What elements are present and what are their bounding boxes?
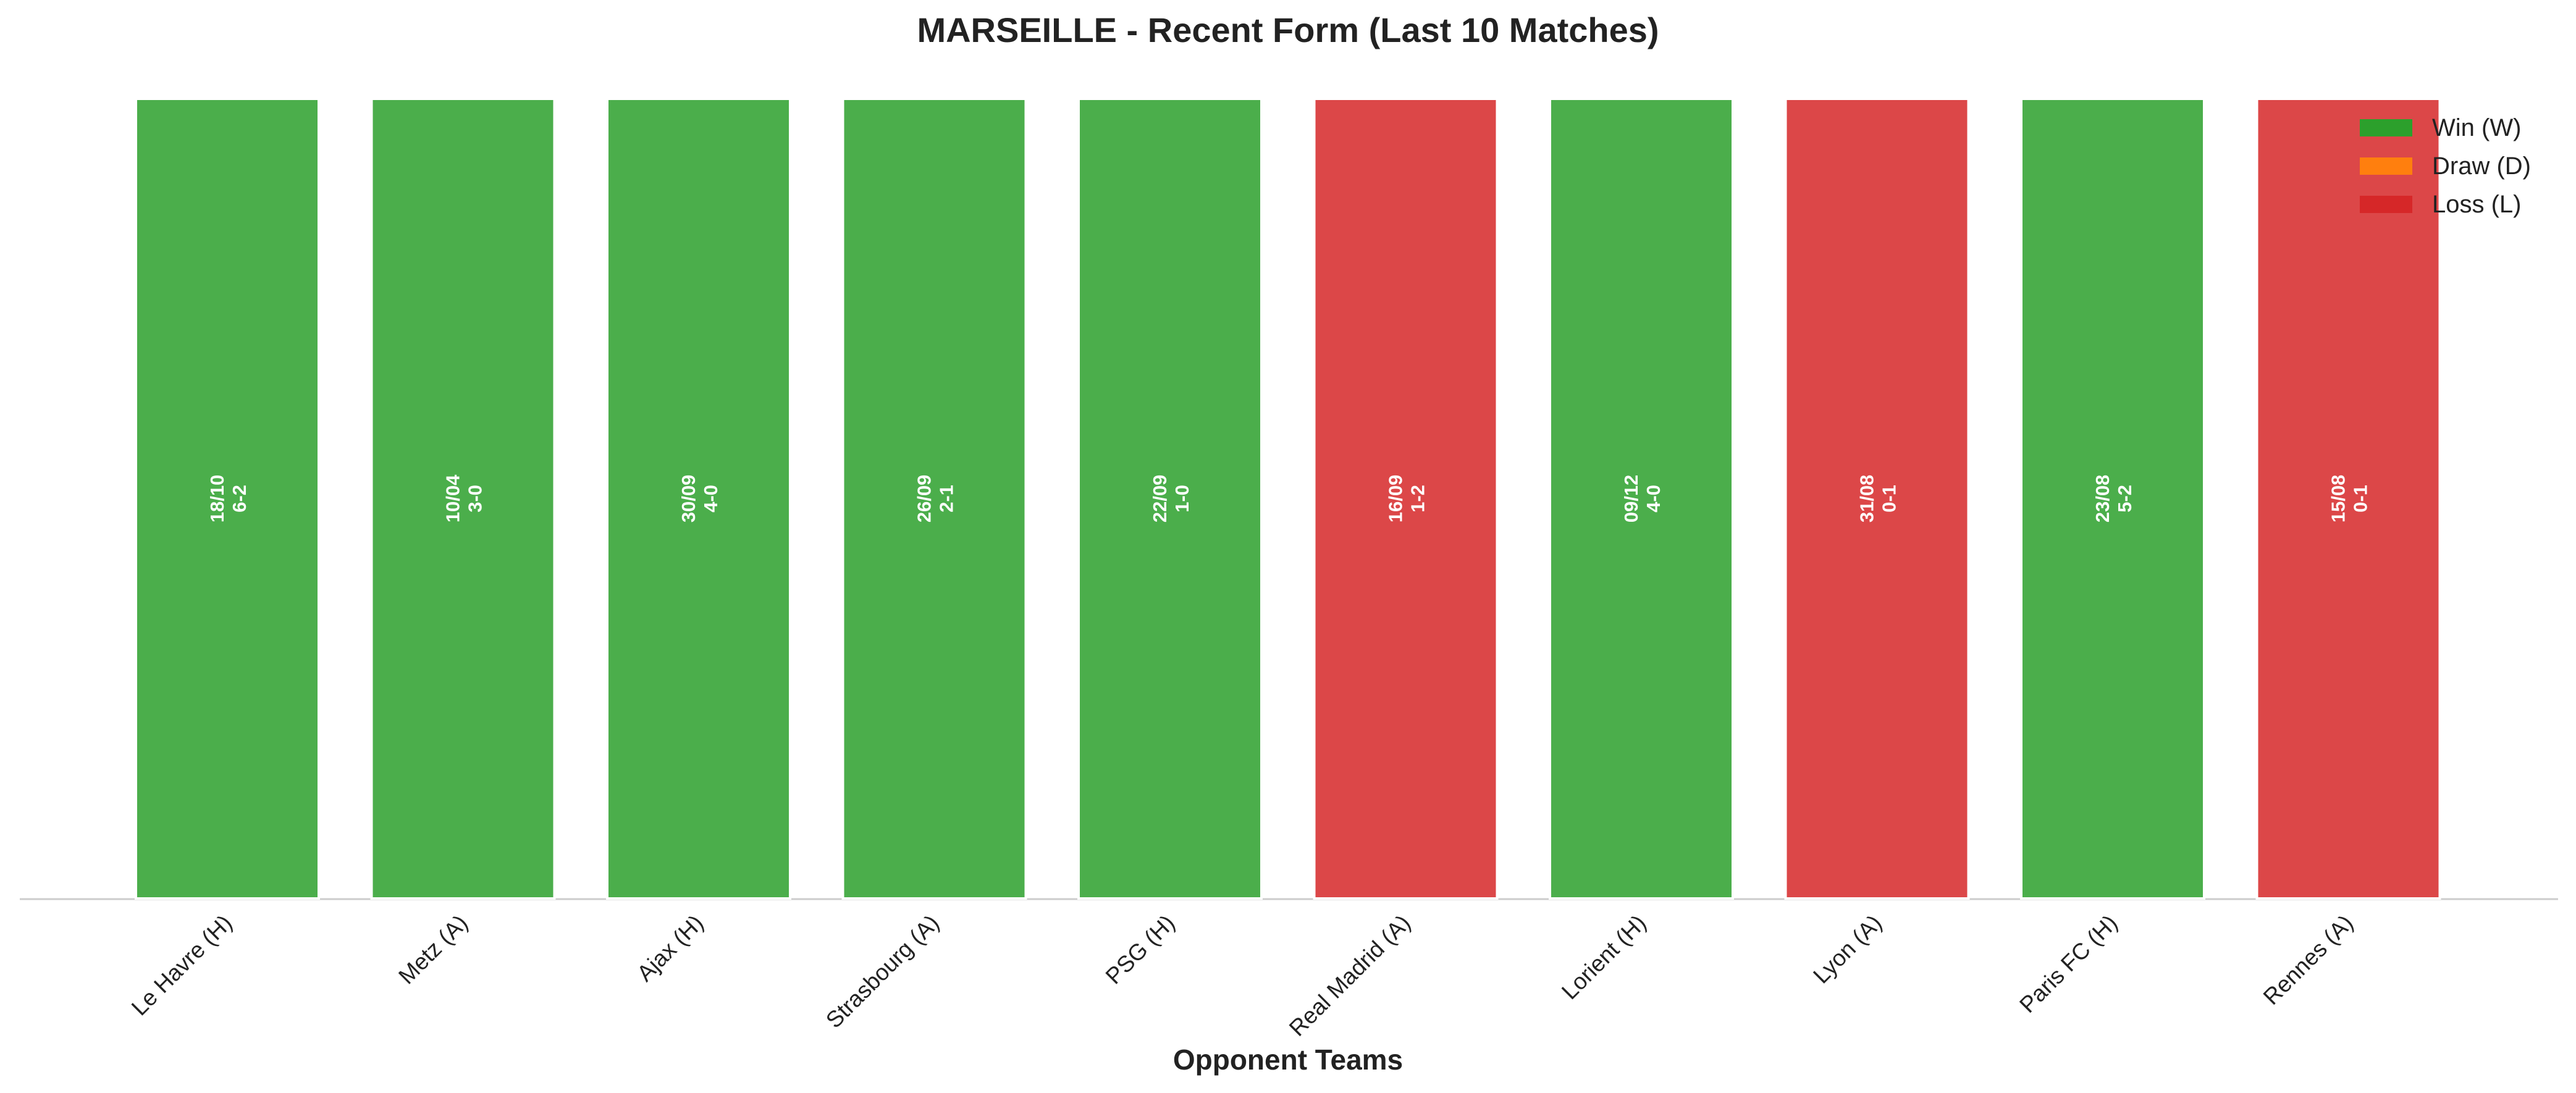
bar	[1313, 98, 1499, 900]
bar	[841, 98, 1027, 900]
legend-swatch	[2360, 119, 2412, 136]
match-score: 6-2	[229, 485, 250, 513]
bar-label: 30/09 4-0	[678, 475, 722, 523]
match-date: 09/12	[1620, 475, 1642, 523]
match-date: 10/04	[442, 474, 464, 522]
match-score: 2-1	[936, 485, 958, 513]
match-score: 4-0	[1643, 485, 1664, 513]
bar-label: 16/09 1-2	[1385, 475, 1429, 523]
match-date: 30/09	[678, 475, 699, 523]
x-tick-label: Paris FC (H)	[2014, 910, 2122, 1018]
x-tick-label: Ajax (H)	[632, 910, 708, 986]
x-axis-label: Opponent Teams	[1173, 1044, 1403, 1076]
bar	[2020, 98, 2205, 900]
x-tick-label: Lorient (H)	[1557, 910, 1651, 1005]
legend-swatch	[2360, 157, 2412, 175]
legend-label: Loss (L)	[2432, 191, 2522, 218]
match-date: 31/08	[1856, 475, 1878, 523]
x-tick-label: Le Havre (H)	[127, 910, 237, 1021]
match-score: 3-0	[465, 485, 486, 513]
match-date: 18/10	[206, 475, 228, 523]
bar	[1549, 98, 1734, 900]
bar-label: 09/12 4-0	[1620, 475, 1664, 523]
bar-label: 22/09 1-0	[1149, 475, 1193, 523]
legend-swatch	[2360, 196, 2412, 213]
match-date: 16/09	[1385, 475, 1407, 523]
match-score: 0-1	[2350, 485, 2372, 513]
bar	[1784, 98, 1970, 900]
bar	[606, 98, 791, 900]
match-score: 4-0	[700, 485, 722, 513]
x-tick-label: Lyon (A)	[1808, 910, 1887, 989]
match-date: 23/08	[2092, 475, 2113, 523]
bar	[2255, 98, 2441, 900]
match-score: 5-2	[2114, 485, 2136, 513]
bar-label: 10/04 3-0	[442, 474, 486, 522]
match-date: 26/09	[914, 475, 935, 523]
match-date: 15/08	[2328, 475, 2349, 523]
bar-label: 26/09 2-1	[914, 475, 958, 523]
x-tick-label: Metz (A)	[394, 910, 473, 989]
match-score: 1-0	[1171, 485, 1193, 513]
match-score: 0-1	[1879, 485, 1900, 513]
x-tick-label: PSG (H)	[1101, 910, 1180, 989]
match-date: 22/09	[1149, 475, 1171, 523]
bar	[1077, 98, 1263, 900]
x-tick-label: Rennes (A)	[2258, 910, 2358, 1010]
legend-label: Draw (D)	[2432, 153, 2531, 180]
bar-label: 18/10 6-2	[206, 475, 250, 523]
bar-label: 23/08 5-2	[2092, 475, 2136, 523]
legend-label: Win (W)	[2432, 114, 2521, 141]
x-tick-label: Real Madrid (A)	[1284, 910, 1415, 1041]
bar	[135, 98, 320, 900]
bar-label: 31/08 0-1	[1856, 475, 1900, 523]
chart-title: MARSEILLE - Recent Form (Last 10 Matches…	[917, 10, 1659, 49]
bar-label: 15/08 0-1	[2328, 475, 2372, 523]
x-tick-label: Strasbourg (A)	[821, 910, 944, 1033]
match-score: 1-2	[1407, 485, 1429, 513]
bar	[370, 98, 556, 900]
